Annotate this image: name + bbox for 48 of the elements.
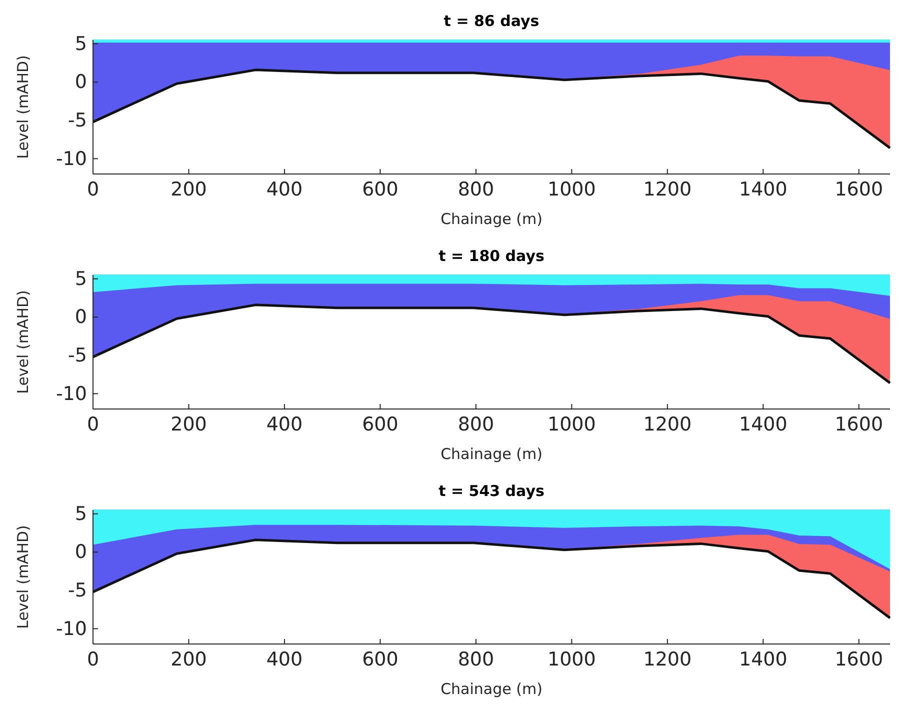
y-tick-label: 5 xyxy=(74,268,87,290)
chart-title: t = 543 days xyxy=(438,482,544,500)
y-tick-label: 0 xyxy=(74,541,87,564)
x-tick-label: 1400 xyxy=(738,413,788,436)
x-axis-title: Chainage (m) xyxy=(440,210,542,228)
x-tick-label: 1200 xyxy=(643,648,692,670)
y-axis-title: Level (mAHD) xyxy=(14,55,32,159)
x-tick-label: 1600 xyxy=(834,178,884,200)
line-series xyxy=(92,538,892,620)
y-tick-label: 0 xyxy=(74,306,87,328)
y-tick-label: -5 xyxy=(68,579,87,602)
x-tick-label: 1200 xyxy=(643,413,692,436)
x-tick-label: 1000 xyxy=(548,413,596,436)
x-tick-label: 400 xyxy=(266,178,303,200)
x-tick-label: 800 xyxy=(458,648,494,670)
x-tick-label: 600 xyxy=(362,413,398,436)
x-tick-label: 1400 xyxy=(738,648,788,670)
x-tick-label: 200 xyxy=(170,648,207,670)
x-tick-label: 400 xyxy=(266,648,303,670)
y-axis-title: Level (mAHD) xyxy=(14,525,32,629)
x-tick-label: 800 xyxy=(458,413,494,436)
x-axis-title: Chainage (m) xyxy=(440,445,542,463)
chart-title: t = 86 days xyxy=(444,12,540,30)
y-tick-label: 5 xyxy=(74,502,87,525)
x-tick-label: 1600 xyxy=(834,648,884,670)
chart-title: t = 180 days xyxy=(438,247,544,265)
line-series xyxy=(92,304,892,384)
y-tick-label: -5 xyxy=(68,344,87,366)
x-tick-label: 200 xyxy=(170,413,207,436)
x-tick-label: 1000 xyxy=(548,648,596,670)
y-tick-label: 5 xyxy=(74,32,87,55)
x-tick-label: 400 xyxy=(266,413,303,436)
y-axis-title: Level (mAHD) xyxy=(14,290,32,394)
x-tick-label: 200 xyxy=(170,178,207,200)
y-tick-label: -10 xyxy=(56,148,87,170)
x-tick-label: 800 xyxy=(458,178,494,200)
y-tick-label: -10 xyxy=(56,618,87,640)
line-series xyxy=(92,68,892,150)
x-tick-label: 1200 xyxy=(643,178,692,200)
x-axis-title: Chainage (m) xyxy=(440,680,542,698)
x-tick-label: 600 xyxy=(362,178,398,200)
x-tick-label: 1400 xyxy=(738,178,788,200)
y-tick-label: 0 xyxy=(74,71,87,94)
x-tick-label: 600 xyxy=(362,648,398,670)
y-tick-label: -5 xyxy=(68,109,87,132)
y-tick-label: -10 xyxy=(56,382,87,405)
x-tick-label: 1000 xyxy=(548,178,596,200)
x-tick-label: 1600 xyxy=(834,413,884,436)
